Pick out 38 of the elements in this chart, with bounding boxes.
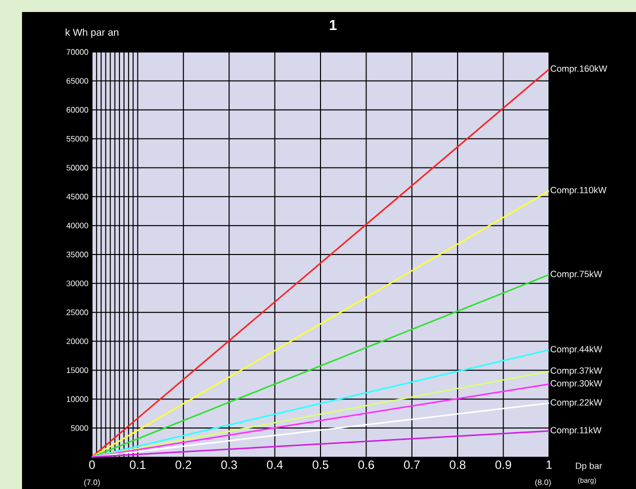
x-tick-label: 0.1 — [130, 460, 146, 470]
y-tick-label: 5000 — [70, 425, 88, 431]
y-tick-label: 65000 — [66, 78, 88, 84]
y-tick-label: 60000 — [66, 107, 88, 113]
series-label: Compr.160kW — [550, 65, 608, 74]
x-tick-label: 0.3 — [221, 460, 237, 470]
x-tick-label: 0.5 — [312, 460, 328, 470]
y-tick-label: 10000 — [66, 396, 88, 402]
y-tick-label: 50000 — [66, 164, 88, 171]
text: (7.0) — [84, 479, 100, 487]
x-tick-label: 0.7 — [404, 460, 420, 470]
series-label: Compr.37kW — [550, 367, 602, 376]
series-label: Compr.75kW — [550, 270, 602, 279]
y-tick-label: 15000 — [66, 367, 88, 374]
series-label: Compr.30kW — [550, 380, 602, 388]
x-tick-label: 0.8 — [450, 460, 466, 470]
series-label: Compr.22kW — [550, 398, 602, 408]
y-tick-label: 20000 — [66, 338, 88, 344]
x-tick-label: 1 — [546, 460, 552, 469]
y-tick-label: 70000 — [66, 49, 88, 55]
series-label: Compr.110kW — [550, 186, 607, 196]
text: (8.0) — [535, 479, 551, 487]
x-tick-label: 0.4 — [266, 460, 283, 470]
y-tick-label: 45000 — [66, 194, 88, 200]
x-tick-label: 0 — [89, 460, 95, 470]
y-tick-label: 40000 — [66, 222, 88, 228]
x-tick-label: 0.9 — [495, 460, 512, 470]
x-axis-title: Dp bar — [576, 462, 602, 471]
y-tick-label: 35000 — [66, 252, 88, 258]
series-label: Compr.44kW — [550, 346, 602, 354]
y-axis-title: k Wh par an — [66, 28, 118, 38]
series-label: Compr.11kW — [550, 426, 602, 436]
chart-title: 1 — [330, 20, 337, 30]
y-tick-label: 25000 — [66, 310, 88, 316]
y-tick-label: 55000 — [66, 136, 88, 142]
y-tick-label: 30000 — [66, 280, 88, 286]
x-tick-label: 0.2 — [176, 460, 192, 470]
x-tick-label: 0.6 — [358, 460, 374, 470]
